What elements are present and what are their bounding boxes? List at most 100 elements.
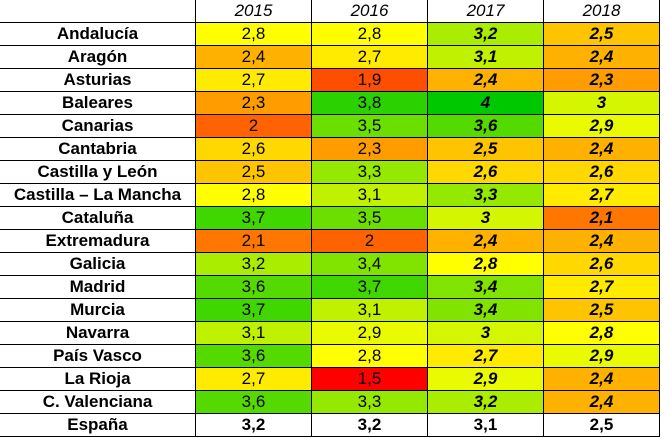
table-row: Cantabria 2,6 2,3 2,5 2,4 [0, 137, 660, 161]
value-cell: 2,7 [427, 344, 544, 368]
table-row: Extremadura 2,1 2 2,4 2,4 [0, 229, 660, 253]
region-label: Murcia [0, 298, 196, 322]
value-cell: 2,8 [195, 183, 312, 207]
value-cell: 3,2 [195, 252, 312, 276]
table-row: C. Valenciana 3,6 3,3 3,2 2,4 [0, 390, 660, 414]
value-cell: 2,6 [543, 252, 660, 276]
value-cell: 2,4 [543, 229, 660, 253]
corner-cell [0, 0, 196, 23]
region-label: Baleares [0, 91, 196, 115]
region-label: Andalucía [0, 22, 196, 46]
year-header: 2015 [195, 0, 312, 23]
value-cell: 2,7 [195, 68, 312, 92]
value-cell: 3 [543, 91, 660, 115]
value-cell: 3,6 [195, 275, 312, 299]
region-label: Castilla – La Mancha [0, 183, 196, 207]
value-cell: 2,8 [543, 321, 660, 345]
value-cell: 3,8 [311, 91, 428, 115]
table-row: Cataluña 3,7 3,5 3 2,1 [0, 206, 660, 230]
value-cell: 3,5 [311, 206, 428, 230]
value-cell: 2,4 [543, 390, 660, 414]
value-cell: 2,4 [427, 229, 544, 253]
value-cell: 2 [311, 229, 428, 253]
region-label: Cataluña [0, 206, 196, 230]
value-cell: 2,7 [311, 45, 428, 69]
value-cell: 3 [427, 206, 544, 230]
value-cell: 2,7 [543, 183, 660, 207]
region-label: País Vasco [0, 344, 196, 368]
table-row: País Vasco 3,6 2,8 2,7 2,9 [0, 344, 660, 368]
table-row: Navarra 3,1 2,9 3 2,8 [0, 321, 660, 345]
value-cell: 2,4 [427, 68, 544, 92]
region-label: Madrid [0, 275, 196, 299]
table-row: Andalucía 2,8 2,8 3,2 2,5 [0, 22, 660, 46]
value-cell: 3,1 [311, 298, 428, 322]
region-label: Asturias [0, 68, 196, 92]
value-cell: 3,3 [311, 390, 428, 414]
table-row: Galicia 3,2 3,4 2,8 2,6 [0, 252, 660, 276]
value-cell: 1,9 [311, 68, 428, 92]
region-label: Aragón [0, 45, 196, 69]
table-row: Murcia 3,7 3,1 3,4 2,5 [0, 298, 660, 322]
value-cell: 3,2 [427, 22, 544, 46]
value-cell: 3,6 [195, 344, 312, 368]
value-cell: 2,4 [543, 45, 660, 69]
value-cell: 3,1 [427, 45, 544, 69]
value-cell: 3,6 [195, 390, 312, 414]
region-label: Canarias [0, 114, 196, 138]
value-cell: 2,4 [195, 45, 312, 69]
value-cell: 2,1 [195, 229, 312, 253]
table-row: Aragón 2,4 2,7 3,1 2,4 [0, 45, 660, 69]
value-cell: 2,9 [543, 114, 660, 138]
total-row: España 3,2 3,2 3,1 2,5 [0, 413, 660, 437]
region-label: Cantabria [0, 137, 196, 161]
value-cell: 2,7 [195, 367, 312, 391]
table-row: Castilla y León 2,5 3,3 2,6 2,6 [0, 160, 660, 184]
value-cell: 2,5 [543, 413, 660, 437]
value-cell: 3,7 [311, 275, 428, 299]
year-header: 2016 [311, 0, 428, 23]
value-cell: 3,2 [427, 390, 544, 414]
value-cell: 2,8 [311, 22, 428, 46]
value-cell: 3,2 [311, 413, 428, 437]
value-cell: 3,7 [195, 206, 312, 230]
value-cell: 3,3 [427, 183, 544, 207]
value-cell: 3,6 [427, 114, 544, 138]
year-header: 2017 [427, 0, 544, 23]
value-cell: 3 [427, 321, 544, 345]
region-label: C. Valenciana [0, 390, 196, 414]
value-cell: 3,4 [311, 252, 428, 276]
value-cell: 2,4 [543, 367, 660, 391]
region-label: España [0, 413, 196, 437]
value-cell: 3,3 [311, 160, 428, 184]
value-cell: 4 [427, 91, 544, 115]
value-cell: 2,3 [543, 68, 660, 92]
value-cell: 2,9 [311, 321, 428, 345]
region-label: Navarra [0, 321, 196, 345]
value-cell: 2,8 [311, 344, 428, 368]
value-cell: 2,5 [543, 22, 660, 46]
value-cell: 2,1 [543, 206, 660, 230]
value-cell: 2,5 [543, 298, 660, 322]
header-row: 2015 2016 2017 2018 [0, 0, 660, 23]
table-row: Canarias 2 3,5 3,6 2,9 [0, 114, 660, 138]
value-cell: 2,6 [427, 160, 544, 184]
value-cell: 1,5 [311, 367, 428, 391]
value-cell: 2,8 [427, 252, 544, 276]
value-cell: 3,1 [311, 183, 428, 207]
table-row: Asturias 2,7 1,9 2,4 2,3 [0, 68, 660, 92]
value-cell: 2,6 [195, 137, 312, 161]
value-cell: 3,2 [195, 413, 312, 437]
value-cell: 3,5 [311, 114, 428, 138]
value-cell: 2,8 [195, 22, 312, 46]
value-cell: 2,4 [543, 137, 660, 161]
region-label: Extremadura [0, 229, 196, 253]
table-row: Baleares 2,3 3,8 4 3 [0, 91, 660, 115]
region-label: Castilla y León [0, 160, 196, 184]
table-row: Madrid 3,6 3,7 3,4 2,7 [0, 275, 660, 299]
value-cell: 2,5 [427, 137, 544, 161]
value-cell: 3,1 [427, 413, 544, 437]
value-cell: 2 [195, 114, 312, 138]
table-row: Castilla – La Mancha 2,8 3,1 3,3 2,7 [0, 183, 660, 207]
